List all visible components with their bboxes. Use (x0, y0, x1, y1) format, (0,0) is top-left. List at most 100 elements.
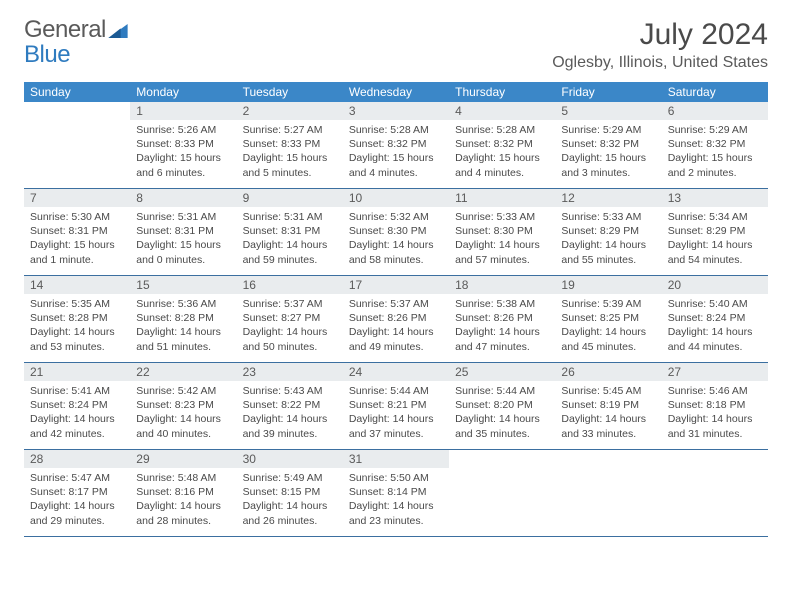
sunrise-line: Sunrise: 5:35 AM (30, 297, 124, 311)
calendar-cell: 2Sunrise: 5:27 AMSunset: 8:33 PMDaylight… (237, 102, 343, 188)
sunset-line: Sunset: 8:24 PM (30, 398, 124, 412)
sunset-line: Sunset: 8:22 PM (243, 398, 337, 412)
day-number: 24 (343, 363, 449, 381)
day-body: Sunrise: 5:37 AMSunset: 8:27 PMDaylight:… (237, 294, 343, 358)
daylight-line: Daylight: 15 hours and 1 minute. (30, 238, 124, 266)
logo-text-2: Blue (24, 41, 70, 68)
daylight-line: Daylight: 14 hours and 47 minutes. (455, 325, 549, 353)
day-body: Sunrise: 5:35 AMSunset: 8:28 PMDaylight:… (24, 294, 130, 358)
sunset-line: Sunset: 8:15 PM (243, 485, 337, 499)
daylight-line: Daylight: 15 hours and 5 minutes. (243, 151, 337, 179)
day-body: Sunrise: 5:44 AMSunset: 8:21 PMDaylight:… (343, 381, 449, 445)
day-body: Sunrise: 5:43 AMSunset: 8:22 PMDaylight:… (237, 381, 343, 445)
sunrise-line: Sunrise: 5:41 AM (30, 384, 124, 398)
calendar-cell: 27Sunrise: 5:46 AMSunset: 8:18 PMDayligh… (662, 363, 768, 449)
calendar-week-row: 1Sunrise: 5:26 AMSunset: 8:33 PMDaylight… (24, 102, 768, 189)
calendar-cell: 10Sunrise: 5:32 AMSunset: 8:30 PMDayligh… (343, 189, 449, 275)
day-number: 20 (662, 276, 768, 294)
sunrise-line: Sunrise: 5:28 AM (349, 123, 443, 137)
daylight-line: Daylight: 14 hours and 54 minutes. (668, 238, 762, 266)
daylight-line: Daylight: 14 hours and 49 minutes. (349, 325, 443, 353)
day-number: 30 (237, 450, 343, 468)
weekday-header-cell: Monday (130, 82, 236, 102)
calendar-weeks: 1Sunrise: 5:26 AMSunset: 8:33 PMDaylight… (24, 102, 768, 537)
sunrise-line: Sunrise: 5:27 AM (243, 123, 337, 137)
calendar-cell: 7Sunrise: 5:30 AMSunset: 8:31 PMDaylight… (24, 189, 130, 275)
daylight-line: Daylight: 15 hours and 2 minutes. (668, 151, 762, 179)
day-number: 31 (343, 450, 449, 468)
weekday-header-cell: Friday (555, 82, 661, 102)
day-body: Sunrise: 5:50 AMSunset: 8:14 PMDaylight:… (343, 468, 449, 532)
day-number: 5 (555, 102, 661, 120)
daylight-line: Daylight: 14 hours and 29 minutes. (30, 499, 124, 527)
location: Oglesby, Illinois, United States (552, 54, 768, 72)
day-body: Sunrise: 5:29 AMSunset: 8:32 PMDaylight:… (555, 120, 661, 184)
sunrise-line: Sunrise: 5:34 AM (668, 210, 762, 224)
daylight-line: Daylight: 15 hours and 4 minutes. (455, 151, 549, 179)
sunrise-line: Sunrise: 5:31 AM (136, 210, 230, 224)
sunrise-line: Sunrise: 5:29 AM (668, 123, 762, 137)
day-number: 27 (662, 363, 768, 381)
weekday-header-cell: Wednesday (343, 82, 449, 102)
calendar-cell: 26Sunrise: 5:45 AMSunset: 8:19 PMDayligh… (555, 363, 661, 449)
day-number: 25 (449, 363, 555, 381)
day-body: Sunrise: 5:36 AMSunset: 8:28 PMDaylight:… (130, 294, 236, 358)
calendar-cell: 1Sunrise: 5:26 AMSunset: 8:33 PMDaylight… (130, 102, 236, 188)
daylight-line: Daylight: 14 hours and 42 minutes. (30, 412, 124, 440)
day-number: 28 (24, 450, 130, 468)
sunset-line: Sunset: 8:25 PM (561, 311, 655, 325)
sunrise-line: Sunrise: 5:30 AM (30, 210, 124, 224)
sunset-line: Sunset: 8:30 PM (455, 224, 549, 238)
sunrise-line: Sunrise: 5:47 AM (30, 471, 124, 485)
sunrise-line: Sunrise: 5:26 AM (136, 123, 230, 137)
calendar-cell: 11Sunrise: 5:33 AMSunset: 8:30 PMDayligh… (449, 189, 555, 275)
day-number: 1 (130, 102, 236, 120)
sunset-line: Sunset: 8:20 PM (455, 398, 549, 412)
logo-triangle-icon (108, 19, 128, 43)
day-number: 11 (449, 189, 555, 207)
calendar-cell (24, 102, 130, 188)
day-number: 4 (449, 102, 555, 120)
day-body: Sunrise: 5:37 AMSunset: 8:26 PMDaylight:… (343, 294, 449, 358)
sunset-line: Sunset: 8:28 PM (136, 311, 230, 325)
sunrise-line: Sunrise: 5:37 AM (349, 297, 443, 311)
calendar-cell: 22Sunrise: 5:42 AMSunset: 8:23 PMDayligh… (130, 363, 236, 449)
sunset-line: Sunset: 8:32 PM (455, 137, 549, 151)
calendar-cell: 23Sunrise: 5:43 AMSunset: 8:22 PMDayligh… (237, 363, 343, 449)
day-number: 13 (662, 189, 768, 207)
calendar-cell: 20Sunrise: 5:40 AMSunset: 8:24 PMDayligh… (662, 276, 768, 362)
day-number: 10 (343, 189, 449, 207)
sunrise-line: Sunrise: 5:31 AM (243, 210, 337, 224)
day-number: 3 (343, 102, 449, 120)
daylight-line: Daylight: 14 hours and 26 minutes. (243, 499, 337, 527)
sunrise-line: Sunrise: 5:32 AM (349, 210, 443, 224)
daylight-line: Daylight: 14 hours and 33 minutes. (561, 412, 655, 440)
sunrise-line: Sunrise: 5:43 AM (243, 384, 337, 398)
calendar-cell: 21Sunrise: 5:41 AMSunset: 8:24 PMDayligh… (24, 363, 130, 449)
calendar-cell: 18Sunrise: 5:38 AMSunset: 8:26 PMDayligh… (449, 276, 555, 362)
sunset-line: Sunset: 8:31 PM (30, 224, 124, 238)
sunset-line: Sunset: 8:21 PM (349, 398, 443, 412)
sunset-line: Sunset: 8:14 PM (349, 485, 443, 499)
day-body: Sunrise: 5:32 AMSunset: 8:30 PMDaylight:… (343, 207, 449, 271)
sunset-line: Sunset: 8:16 PM (136, 485, 230, 499)
day-body: Sunrise: 5:26 AMSunset: 8:33 PMDaylight:… (130, 120, 236, 184)
day-body: Sunrise: 5:29 AMSunset: 8:32 PMDaylight:… (662, 120, 768, 184)
day-body: Sunrise: 5:49 AMSunset: 8:15 PMDaylight:… (237, 468, 343, 532)
calendar-cell: 24Sunrise: 5:44 AMSunset: 8:21 PMDayligh… (343, 363, 449, 449)
calendar-cell: 30Sunrise: 5:49 AMSunset: 8:15 PMDayligh… (237, 450, 343, 536)
sunset-line: Sunset: 8:32 PM (349, 137, 443, 151)
day-number: 29 (130, 450, 236, 468)
day-number: 6 (662, 102, 768, 120)
day-number-empty (555, 450, 661, 468)
calendar-cell: 9Sunrise: 5:31 AMSunset: 8:31 PMDaylight… (237, 189, 343, 275)
calendar-week-row: 21Sunrise: 5:41 AMSunset: 8:24 PMDayligh… (24, 363, 768, 450)
sunset-line: Sunset: 8:24 PM (668, 311, 762, 325)
day-number: 18 (449, 276, 555, 294)
calendar-week-row: 7Sunrise: 5:30 AMSunset: 8:31 PMDaylight… (24, 189, 768, 276)
sunset-line: Sunset: 8:31 PM (243, 224, 337, 238)
day-body: Sunrise: 5:41 AMSunset: 8:24 PMDaylight:… (24, 381, 130, 445)
calendar-cell: 17Sunrise: 5:37 AMSunset: 8:26 PMDayligh… (343, 276, 449, 362)
sunset-line: Sunset: 8:32 PM (668, 137, 762, 151)
day-number: 12 (555, 189, 661, 207)
